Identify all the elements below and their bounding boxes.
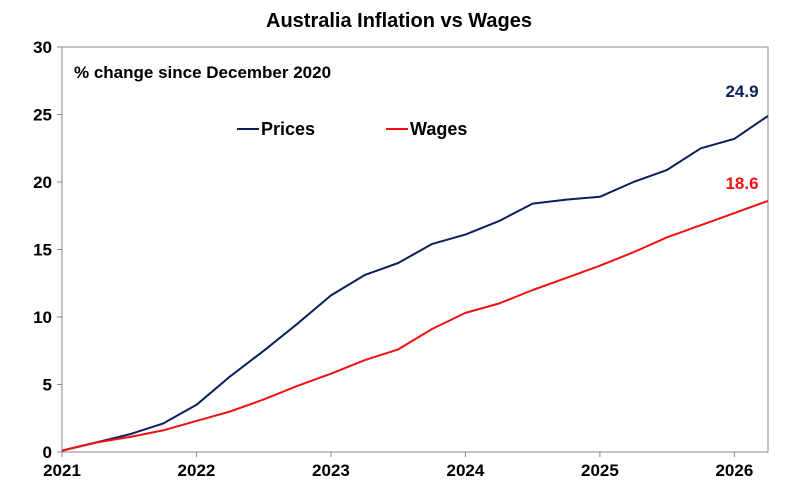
plot-area bbox=[61, 46, 769, 453]
y-tick-label-10: 10 bbox=[33, 308, 52, 327]
x-tick-label-2022: 2022 bbox=[178, 461, 216, 480]
chart-title: Australia Inflation vs Wages bbox=[266, 10, 532, 32]
legend-wages-label: Wages bbox=[410, 119, 467, 139]
legend-prices-label: Prices bbox=[261, 119, 315, 139]
y-tick-label-30: 30 bbox=[33, 38, 52, 57]
end-label-prices: 24.9 bbox=[725, 82, 758, 101]
legend: Prices Wages bbox=[237, 119, 467, 139]
end-label-wages: 18.6 bbox=[725, 174, 758, 193]
y-tick-label-5: 5 bbox=[43, 376, 52, 395]
chart-subtitle: % change since December 2020 bbox=[74, 63, 331, 82]
series-layer bbox=[61, 115, 769, 452]
x-tick-label-2024: 2024 bbox=[447, 461, 485, 480]
y-tick-label-25: 25 bbox=[33, 106, 52, 125]
x-tick-label-2026: 2026 bbox=[715, 461, 753, 480]
x-tick-label-2025: 2025 bbox=[581, 461, 619, 480]
series-line-prices bbox=[61, 115, 769, 452]
y-tick-label-15: 15 bbox=[33, 241, 52, 260]
x-tick-label-2021: 2021 bbox=[43, 461, 81, 480]
x-tick-label-2023: 2023 bbox=[312, 461, 350, 480]
x-axis: 2021 2022 2023 2024 2025 2026 bbox=[43, 452, 753, 480]
end-labels: 24.9 18.6 bbox=[725, 82, 758, 193]
y-tick-label-20: 20 bbox=[33, 173, 52, 192]
series-line-wages bbox=[61, 199, 769, 452]
y-axis: 0 5 10 15 20 25 30 bbox=[33, 38, 62, 462]
y-tick-label-0: 0 bbox=[43, 443, 52, 462]
